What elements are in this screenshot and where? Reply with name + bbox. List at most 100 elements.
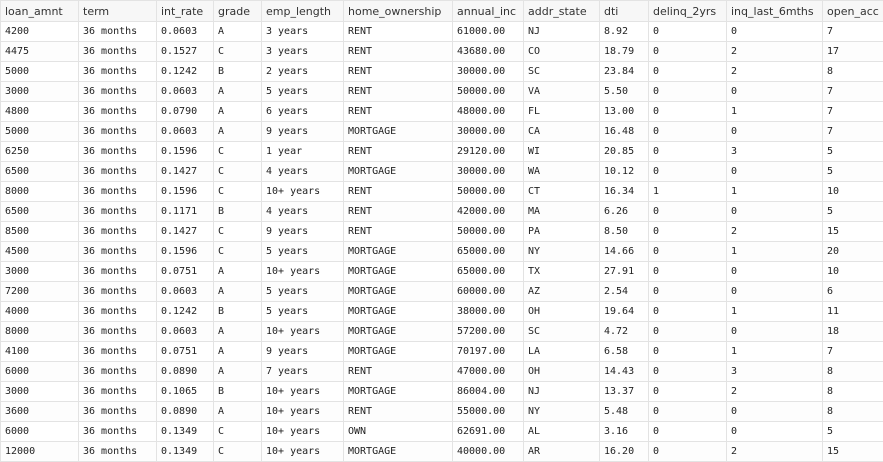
cell-emp-length[interactable]: 5 years (262, 242, 344, 262)
cell-grade[interactable]: A (214, 122, 262, 142)
cell-inq-last-6mths[interactable]: 0 (727, 422, 823, 442)
cell-inq-last-6mths[interactable]: 1 (727, 302, 823, 322)
cell-annual-inc[interactable]: 50000.00 (453, 182, 524, 202)
cell-term[interactable]: 36 months (79, 82, 157, 102)
column-header-home-ownership[interactable]: home_ownership (344, 1, 453, 22)
cell-term[interactable]: 36 months (79, 122, 157, 142)
cell-term[interactable]: 36 months (79, 302, 157, 322)
cell-emp-length[interactable]: 3 years (262, 22, 344, 42)
cell-loan-amnt[interactable]: 6000 (1, 362, 79, 382)
cell-delinq-2yrs[interactable]: 0 (649, 122, 727, 142)
cell-grade[interactable]: B (214, 302, 262, 322)
cell-open-acc[interactable]: 17 (823, 42, 883, 62)
cell-term[interactable]: 36 months (79, 102, 157, 122)
cell-dti[interactable]: 5.50 (600, 82, 649, 102)
cell-emp-length[interactable]: 4 years (262, 202, 344, 222)
cell-emp-length[interactable]: 1 year (262, 142, 344, 162)
cell-term[interactable]: 36 months (79, 382, 157, 402)
cell-emp-length[interactable]: 3 years (262, 42, 344, 62)
cell-int-rate[interactable]: 0.1427 (157, 222, 214, 242)
cell-annual-inc[interactable]: 86004.00 (453, 382, 524, 402)
cell-open-acc[interactable]: 10 (823, 182, 883, 202)
cell-addr-state[interactable]: VA (524, 82, 600, 102)
cell-addr-state[interactable]: TX (524, 262, 600, 282)
cell-grade[interactable]: A (214, 342, 262, 362)
cell-delinq-2yrs[interactable]: 0 (649, 142, 727, 162)
cell-inq-last-6mths[interactable]: 2 (727, 222, 823, 242)
cell-loan-amnt[interactable]: 8000 (1, 322, 79, 342)
cell-emp-length[interactable]: 6 years (262, 102, 344, 122)
cell-annual-inc[interactable]: 65000.00 (453, 262, 524, 282)
cell-grade[interactable]: A (214, 362, 262, 382)
cell-open-acc[interactable]: 11 (823, 302, 883, 322)
cell-dti[interactable]: 4.72 (600, 322, 649, 342)
cell-dti[interactable]: 8.50 (600, 222, 649, 242)
cell-int-rate[interactable]: 0.1596 (157, 142, 214, 162)
cell-emp-length[interactable]: 9 years (262, 342, 344, 362)
cell-dti[interactable]: 16.34 (600, 182, 649, 202)
cell-home-ownership[interactable]: MORTGAGE (344, 242, 453, 262)
cell-inq-last-6mths[interactable]: 2 (727, 382, 823, 402)
cell-inq-last-6mths[interactable]: 2 (727, 42, 823, 62)
column-header-loan-amnt[interactable]: loan_amnt (1, 1, 79, 22)
cell-home-ownership[interactable]: MORTGAGE (344, 282, 453, 302)
cell-dti[interactable]: 2.54 (600, 282, 649, 302)
cell-home-ownership[interactable]: RENT (344, 202, 453, 222)
cell-term[interactable]: 36 months (79, 322, 157, 342)
cell-loan-amnt[interactable]: 8500 (1, 222, 79, 242)
cell-dti[interactable]: 13.00 (600, 102, 649, 122)
cell-term[interactable]: 36 months (79, 22, 157, 42)
cell-loan-amnt[interactable]: 4475 (1, 42, 79, 62)
cell-home-ownership[interactable]: OWN (344, 422, 453, 442)
cell-delinq-2yrs[interactable]: 0 (649, 422, 727, 442)
cell-loan-amnt[interactable]: 6500 (1, 162, 79, 182)
cell-addr-state[interactable]: FL (524, 102, 600, 122)
column-header-addr-state[interactable]: addr_state (524, 1, 600, 22)
cell-inq-last-6mths[interactable]: 2 (727, 62, 823, 82)
cell-addr-state[interactable]: AZ (524, 282, 600, 302)
cell-inq-last-6mths[interactable]: 0 (727, 22, 823, 42)
cell-addr-state[interactable]: NY (524, 242, 600, 262)
cell-home-ownership[interactable]: MORTGAGE (344, 122, 453, 142)
cell-dti[interactable]: 27.91 (600, 262, 649, 282)
cell-inq-last-6mths[interactable]: 0 (727, 162, 823, 182)
cell-grade[interactable]: A (214, 262, 262, 282)
column-header-term[interactable]: term (79, 1, 157, 22)
cell-term[interactable]: 36 months (79, 362, 157, 382)
cell-int-rate[interactable]: 0.0751 (157, 262, 214, 282)
cell-term[interactable]: 36 months (79, 162, 157, 182)
cell-delinq-2yrs[interactable]: 0 (649, 202, 727, 222)
cell-inq-last-6mths[interactable]: 1 (727, 242, 823, 262)
cell-addr-state[interactable]: CT (524, 182, 600, 202)
cell-delinq-2yrs[interactable]: 0 (649, 22, 727, 42)
cell-annual-inc[interactable]: 70197.00 (453, 342, 524, 362)
cell-dti[interactable]: 18.79 (600, 42, 649, 62)
cell-inq-last-6mths[interactable]: 0 (727, 262, 823, 282)
cell-term[interactable]: 36 months (79, 282, 157, 302)
cell-open-acc[interactable]: 8 (823, 382, 883, 402)
cell-term[interactable]: 36 months (79, 222, 157, 242)
cell-addr-state[interactable]: CA (524, 122, 600, 142)
cell-annual-inc[interactable]: 30000.00 (453, 62, 524, 82)
cell-loan-amnt[interactable]: 3600 (1, 402, 79, 422)
cell-term[interactable]: 36 months (79, 202, 157, 222)
cell-addr-state[interactable]: OH (524, 362, 600, 382)
cell-loan-amnt[interactable]: 4800 (1, 102, 79, 122)
cell-annual-inc[interactable]: 29120.00 (453, 142, 524, 162)
cell-home-ownership[interactable]: RENT (344, 182, 453, 202)
cell-open-acc[interactable]: 8 (823, 362, 883, 382)
cell-term[interactable]: 36 months (79, 342, 157, 362)
cell-annual-inc[interactable]: 61000.00 (453, 22, 524, 42)
cell-int-rate[interactable]: 0.1242 (157, 302, 214, 322)
cell-annual-inc[interactable]: 50000.00 (453, 222, 524, 242)
cell-inq-last-6mths[interactable]: 0 (727, 282, 823, 302)
cell-annual-inc[interactable]: 30000.00 (453, 162, 524, 182)
cell-emp-length[interactable]: 9 years (262, 122, 344, 142)
cell-home-ownership[interactable]: MORTGAGE (344, 262, 453, 282)
